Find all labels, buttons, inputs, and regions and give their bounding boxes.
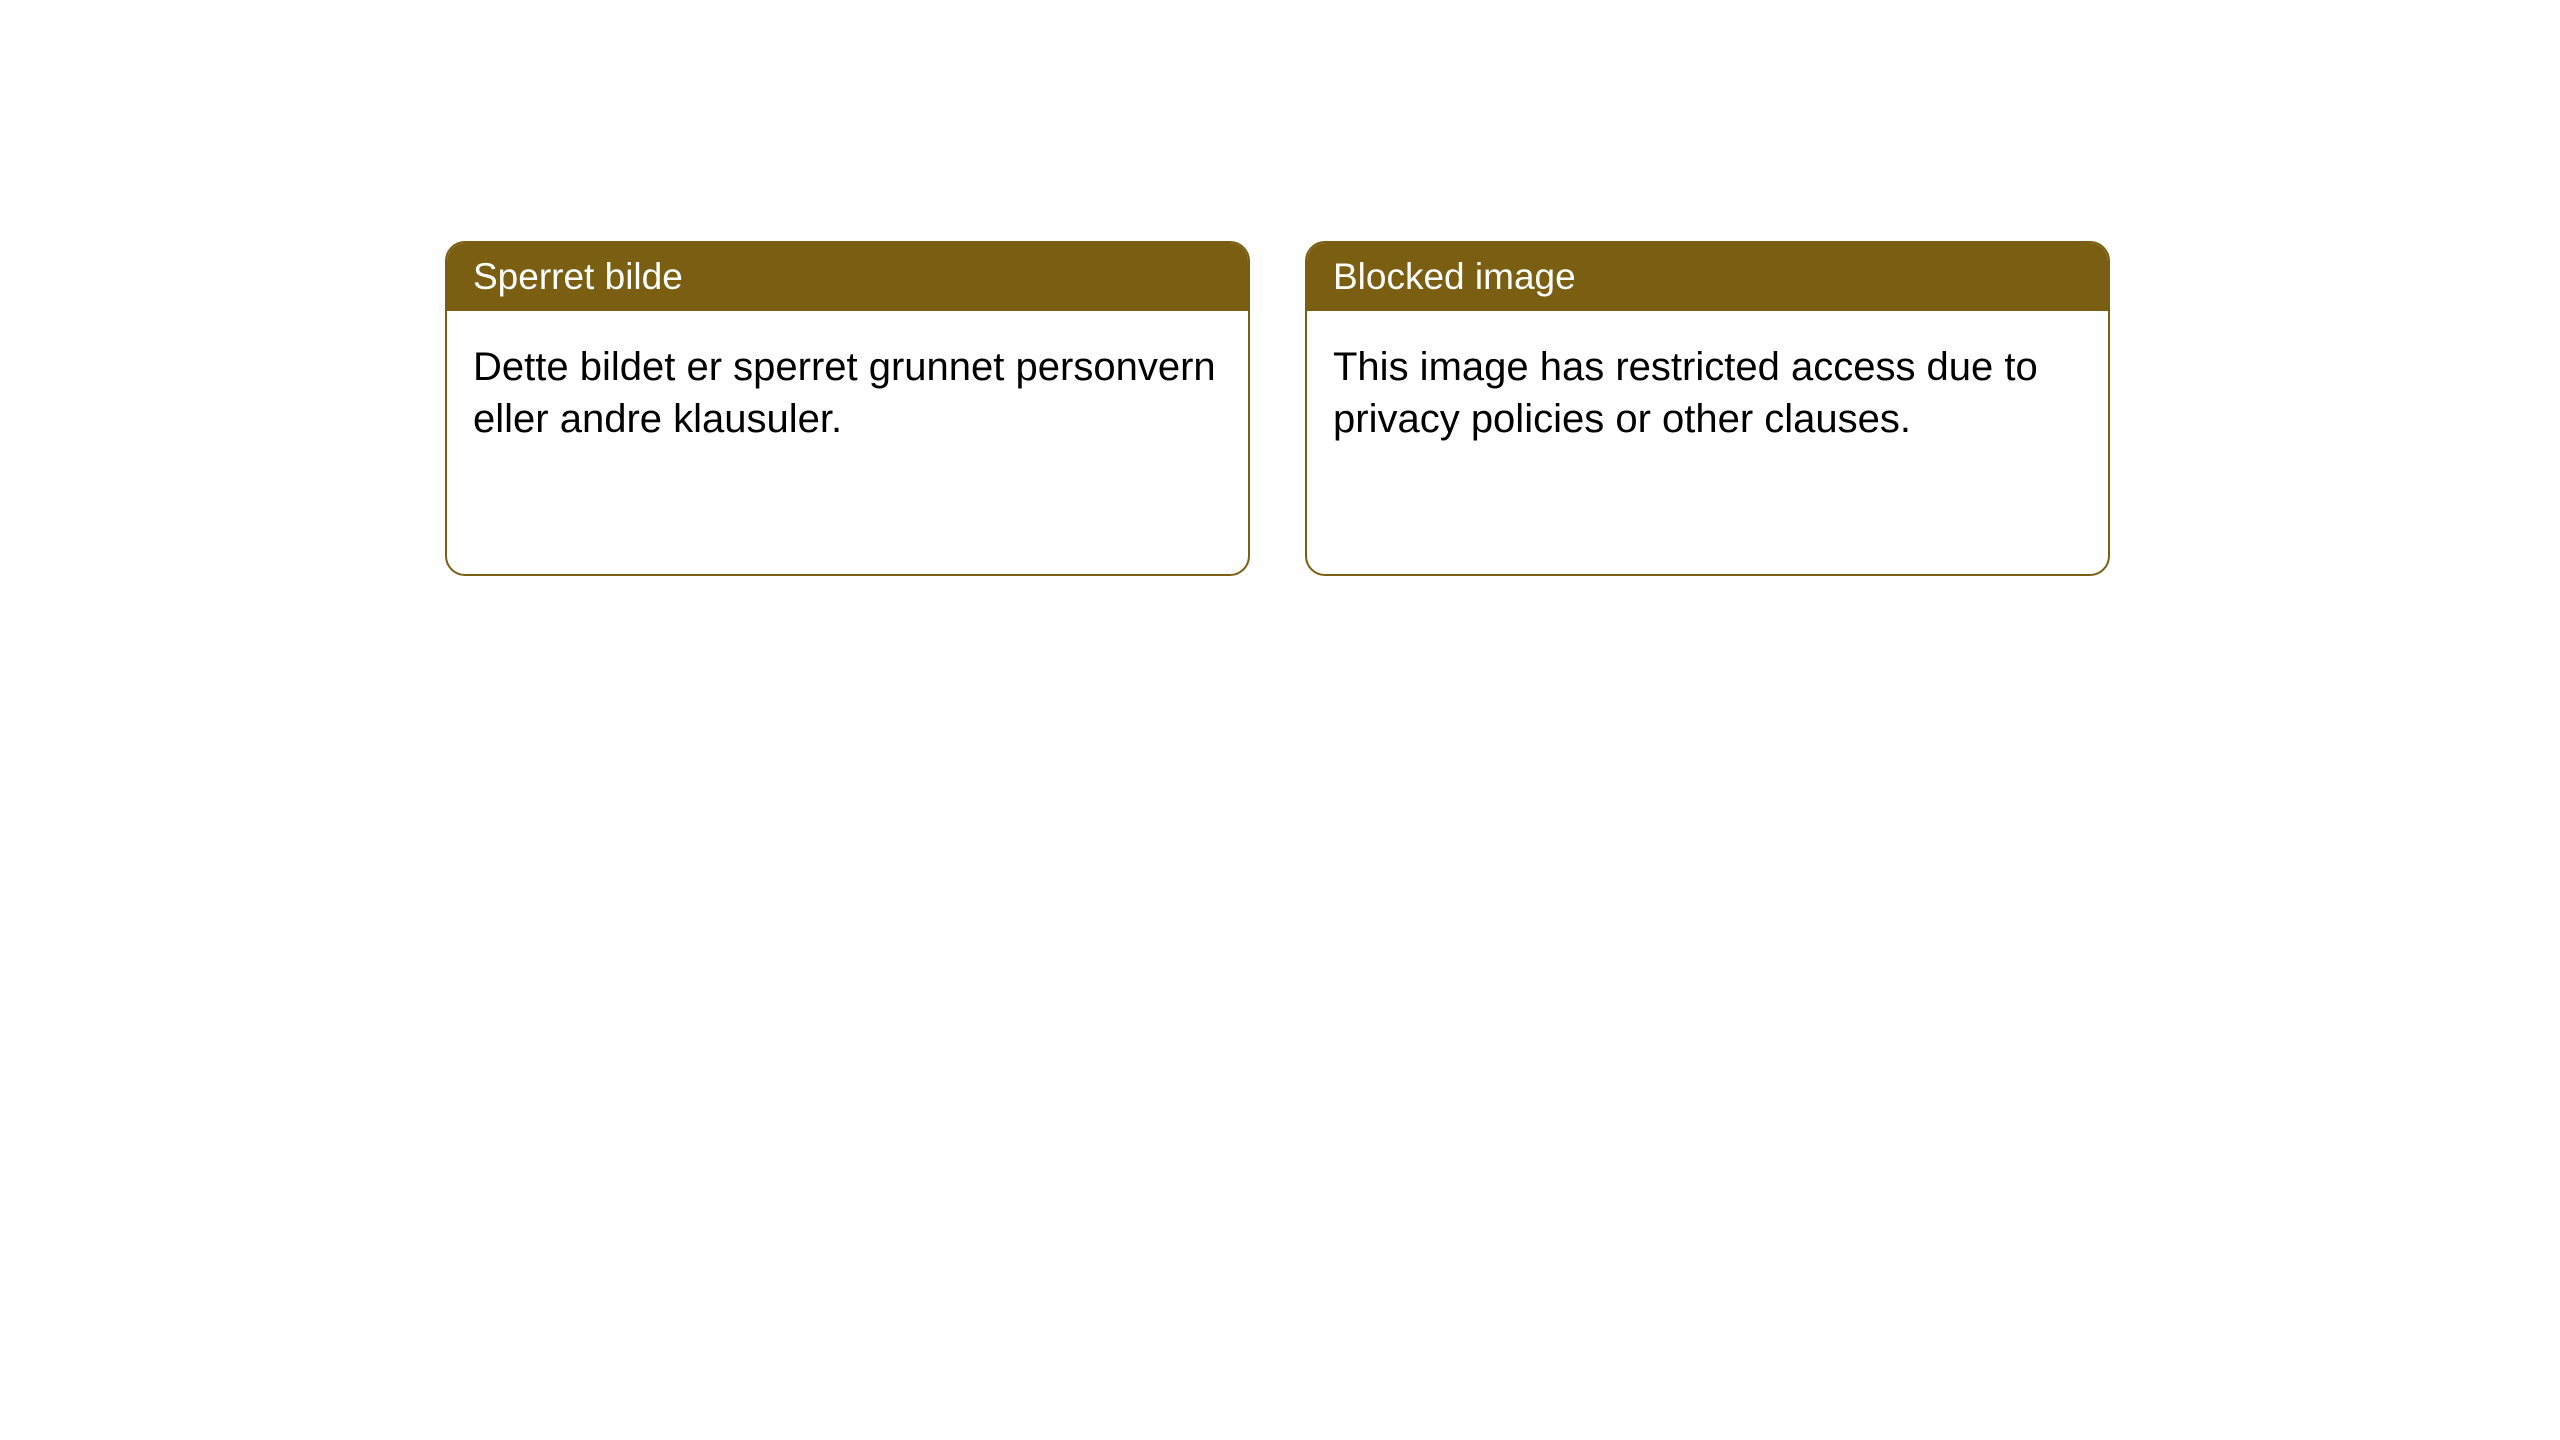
- notice-title-english: Blocked image: [1307, 243, 2108, 311]
- notice-box-english: Blocked image This image has restricted …: [1305, 241, 2110, 576]
- notice-box-norwegian: Sperret bilde Dette bildet er sperret gr…: [445, 241, 1250, 576]
- notices-container: Sperret bilde Dette bildet er sperret gr…: [445, 241, 2110, 576]
- notice-body-norwegian: Dette bildet er sperret grunnet personve…: [447, 311, 1248, 475]
- notice-body-english: This image has restricted access due to …: [1307, 311, 2108, 475]
- notice-title-norwegian: Sperret bilde: [447, 243, 1248, 311]
